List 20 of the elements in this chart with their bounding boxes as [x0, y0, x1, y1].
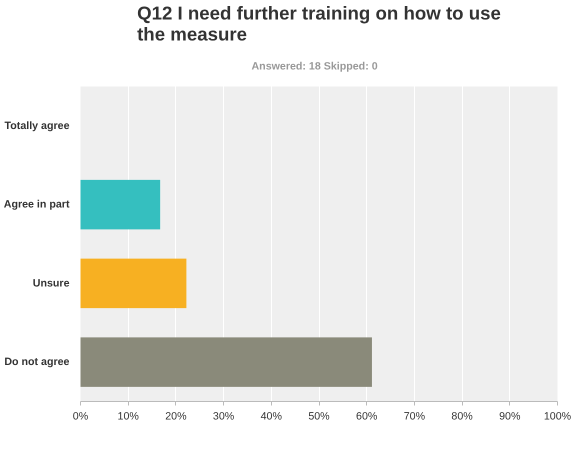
- bar: [80, 337, 372, 387]
- x-tick-label: 0%: [72, 410, 89, 422]
- x-tick-label: 90%: [499, 410, 521, 422]
- x-tick-label: 80%: [451, 410, 474, 422]
- y-tick-label: Unsure: [32, 277, 70, 290]
- x-tick-label: 10%: [118, 410, 140, 422]
- chart-subtitle: Answered: 18 Skipped: 0: [251, 60, 378, 72]
- y-tick-label: Do not agree: [4, 356, 70, 368]
- x-tick-label: 20%: [165, 410, 188, 422]
- x-tick-label: 30%: [212, 410, 235, 422]
- bar: [80, 180, 160, 230]
- x-tick-label: 60%: [356, 410, 378, 422]
- y-tick-label: Agree in part: [4, 198, 70, 211]
- bar: [80, 258, 186, 308]
- x-tick-label: 40%: [260, 410, 282, 422]
- x-tick-label: 50%: [308, 410, 330, 422]
- x-tick-label: 100%: [544, 410, 572, 422]
- x-tick-label: 70%: [404, 410, 426, 422]
- y-tick-label: Totally agree: [4, 120, 70, 132]
- chart-title: Q12 I need further training on how to use the measure: [137, 2, 501, 44]
